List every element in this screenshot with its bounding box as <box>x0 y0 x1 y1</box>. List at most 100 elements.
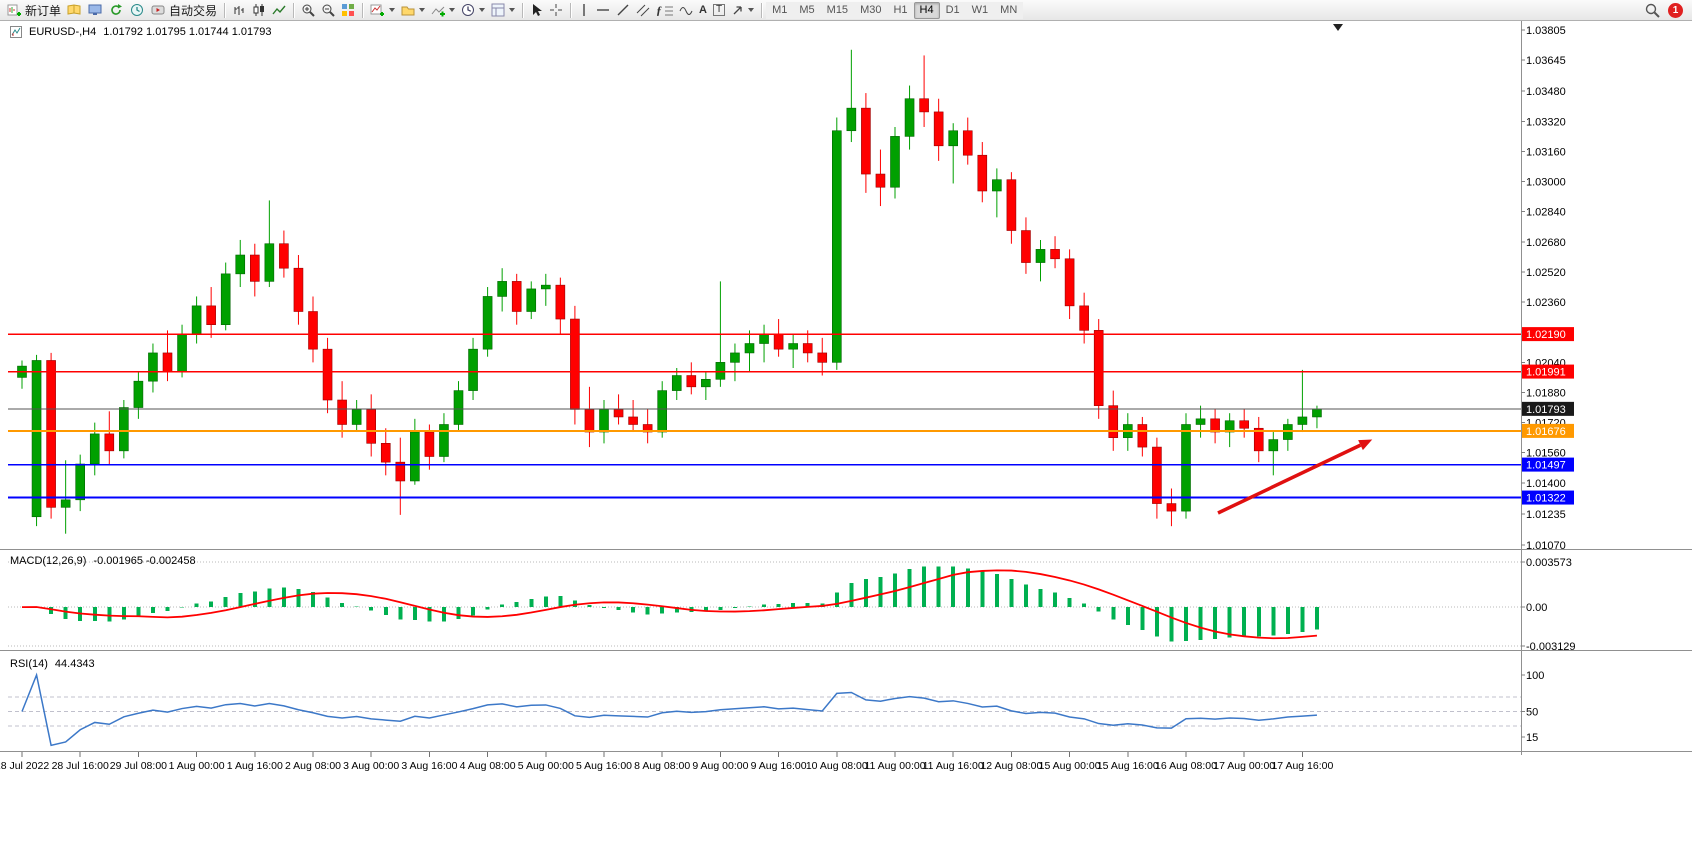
auto-trading-button[interactable]: 自动交易 <box>148 1 220 19</box>
chevron-down-icon <box>419 8 426 12</box>
templates-button[interactable] <box>488 1 518 19</box>
main-toolbar: 新订单 自动交易 <box>0 0 1692 21</box>
time-axis-label: 15 Aug 16:00 <box>1097 760 1159 772</box>
time-axis-label: 3 Aug 00:00 <box>343 760 399 772</box>
market-watch-button[interactable] <box>64 1 85 19</box>
trendline-icon <box>617 4 629 16</box>
terminal-button[interactable] <box>85 1 106 19</box>
macd-name: MACD(12,26,9) <box>10 555 87 567</box>
timeframe-w1-button[interactable]: W1 <box>965 1 995 19</box>
chevron-down-icon <box>389 8 396 12</box>
ohlc-quotes-label: 1.01792 1.01795 1.01744 1.01793 <box>103 26 272 38</box>
hlines-layer[interactable] <box>8 333 1521 499</box>
new-order-icon <box>7 4 21 16</box>
crosshair-button[interactable] <box>546 1 566 19</box>
price-tag-label: 1.02190 <box>1526 329 1566 341</box>
zoom-out-button[interactable] <box>318 1 338 19</box>
price-tag-label: 1.01793 <box>1526 404 1566 416</box>
time-axis-label: 1 Aug 16:00 <box>227 760 283 772</box>
auto-trading-label: 自动交易 <box>169 3 218 18</box>
book-icon <box>67 4 81 15</box>
time-axis-label: 5 Aug 00:00 <box>518 760 574 772</box>
horizontal-line-tool-button[interactable] <box>593 1 613 19</box>
price-axis-label: 1.02840 <box>1526 207 1566 219</box>
time-axis-label: 1 Aug 00:00 <box>169 760 225 772</box>
macd-indicator-label: MACD(12,26,9) -0.001965 -0.002458 <box>10 555 196 567</box>
cursor-button[interactable] <box>527 1 546 19</box>
candlestick-mode-button[interactable] <box>249 1 269 19</box>
text-label-tool-button[interactable]: T <box>710 1 728 19</box>
time-axis-label: 28 Jul 2022 <box>0 760 49 772</box>
price-axis-label: 1.02520 <box>1526 267 1566 279</box>
price-axis-label: 1.03645 <box>1526 55 1566 67</box>
chart-shift-marker[interactable] <box>1333 24 1343 31</box>
time-axis-label: 15 Aug 00:00 <box>1039 760 1101 772</box>
timeframe-mn-button[interactable]: MN <box>994 1 1024 19</box>
price-tag <box>1522 423 1574 438</box>
text-label-icon: T <box>712 4 726 16</box>
price-tag-label: 1.01676 <box>1526 426 1566 438</box>
periods-button[interactable] <box>458 1 488 19</box>
timeframe-h1-button[interactable]: H1 <box>887 1 914 19</box>
arrow-objects-button[interactable] <box>728 1 757 19</box>
price-axis-label: 1.03480 <box>1526 86 1566 98</box>
history-button[interactable] <box>127 1 148 19</box>
price-tag <box>1522 327 1574 342</box>
time-axis-label: 11 Aug 16:00 <box>923 760 984 772</box>
chevron-down-icon <box>479 8 486 12</box>
new-order-button[interactable]: 新订单 <box>4 1 64 19</box>
timeframe-h4-button[interactable]: H4 <box>913 1 940 19</box>
trend-arrow[interactable] <box>1217 443 1362 515</box>
indicators-icon <box>431 6 446 17</box>
trendline-tool-button[interactable] <box>613 1 633 19</box>
fibonacci-lines-icon <box>665 6 674 16</box>
price-axis-label: 1.03160 <box>1526 146 1566 158</box>
clock-icon <box>131 4 144 16</box>
symbol-timeframe-label: EURUSD-,H4 <box>29 26 97 38</box>
vertical-line-tool-button[interactable] <box>575 1 593 19</box>
new-chart-button[interactable] <box>367 1 398 19</box>
zoom-in-button[interactable] <box>298 1 318 19</box>
line-chart-icon <box>272 5 286 15</box>
tile-windows-icon <box>342 4 355 16</box>
toolbar-separator <box>761 2 763 18</box>
timeframe-m15-button[interactable]: M15 <box>820 1 855 19</box>
time-axis-label: 12 Aug 08:00 <box>980 760 1042 772</box>
notification-badge[interactable]: 1 <box>1668 2 1683 18</box>
timeframe-m1-button[interactable]: M1 <box>766 1 794 19</box>
fibonacci-tool-button[interactable]: ƒ <box>653 1 676 19</box>
timeframe-m5-button[interactable]: M5 <box>793 1 821 19</box>
screen-icon <box>88 4 102 15</box>
trend-arrow-head[interactable] <box>1358 439 1373 451</box>
channel-tool-button[interactable] <box>633 1 653 19</box>
price-axis-label: 1.03320 <box>1526 116 1566 128</box>
refresh-button[interactable] <box>106 1 127 19</box>
waves-tool-button[interactable] <box>676 1 696 19</box>
new-order-label: 新订单 <box>25 3 62 18</box>
new-chart-icon <box>370 4 385 16</box>
text-tool-button[interactable]: A <box>696 1 710 19</box>
indicators-button[interactable] <box>428 1 458 19</box>
tile-windows-button[interactable] <box>338 1 358 19</box>
profiles-icon <box>401 6 415 16</box>
macd-signal-line <box>21 569 1318 640</box>
price-tag-label: 1.01322 <box>1526 493 1566 505</box>
toolbar-separator <box>362 2 364 18</box>
price-axis-label: 1.01235 <box>1526 509 1566 521</box>
line-chart-mode-button[interactable] <box>269 1 289 19</box>
price-tag <box>1522 490 1574 505</box>
price-axis-label: 1.01400 <box>1526 478 1566 490</box>
vertical-line-icon <box>583 4 585 16</box>
timeframe-m30-button[interactable]: M30 <box>854 1 888 19</box>
toolbar-separator <box>293 2 295 18</box>
search-icon[interactable] <box>1645 3 1660 18</box>
bar-chart-mode-button[interactable] <box>229 1 249 19</box>
periods-clock-icon <box>462 4 475 16</box>
chevron-down-icon <box>449 8 456 12</box>
timeframe-d1-button[interactable]: D1 <box>939 1 966 19</box>
wave-icon <box>679 7 693 15</box>
time-axis-label: 16 Aug 08:00 <box>1155 760 1217 772</box>
profiles-button[interactable] <box>398 1 428 19</box>
macd-histogram <box>34 566 1319 642</box>
